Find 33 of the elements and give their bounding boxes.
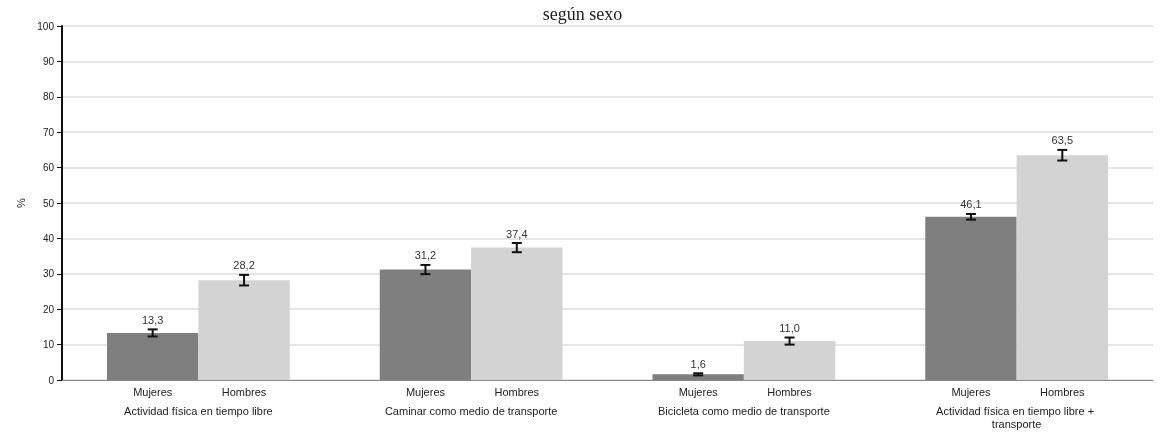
- series-label: Mujeres: [133, 385, 173, 398]
- y-tick-label: 20: [42, 303, 55, 315]
- y-tick-label: 70: [42, 126, 55, 138]
- data-label: 28,2: [233, 259, 255, 272]
- x-tick-label: Actividad física en tiempo libre: [124, 404, 273, 417]
- text: Mujeres: [405, 385, 445, 398]
- data-label: 13,3: [141, 313, 164, 326]
- y-tick-label: 40: [42, 232, 55, 244]
- x-tick-label: Actividad física en tiempo libre + transporte: [936, 404, 1098, 430]
- y-tick-label: 80: [42, 91, 55, 103]
- chart-title: según sexo: [542, 4, 623, 24]
- y-tick-label: 10: [42, 339, 55, 351]
- text: Hombres: [1040, 385, 1085, 398]
- y-tick-label: 30: [42, 268, 55, 280]
- y-tick-label: 90: [42, 55, 55, 67]
- series-label: Hombres: [221, 385, 267, 398]
- data-label: 1,6: [690, 357, 706, 370]
- y-tick-label: 0: [48, 374, 55, 386]
- data-label: 46,1: [960, 198, 982, 211]
- data-label: 37,4: [506, 227, 528, 240]
- text: Hombres: [494, 385, 540, 398]
- data-label: 11,0: [779, 322, 800, 335]
- text: Mujeres: [951, 385, 991, 398]
- y-tick-label: 100: [37, 20, 55, 32]
- x-tick-label: Caminar como medio de transporte: [384, 404, 558, 417]
- text: Mujeres: [678, 385, 718, 398]
- text: Hombres: [767, 385, 812, 398]
- y-tick-label: 50: [42, 197, 55, 209]
- x-tick-label: Bicicleta como medio de transporte: [657, 404, 830, 417]
- data-label: 63,5: [1051, 134, 1074, 147]
- data-label: 31,2: [414, 249, 437, 262]
- y-axis-title: %: [14, 197, 27, 208]
- y-tick-label: 60: [42, 162, 55, 174]
